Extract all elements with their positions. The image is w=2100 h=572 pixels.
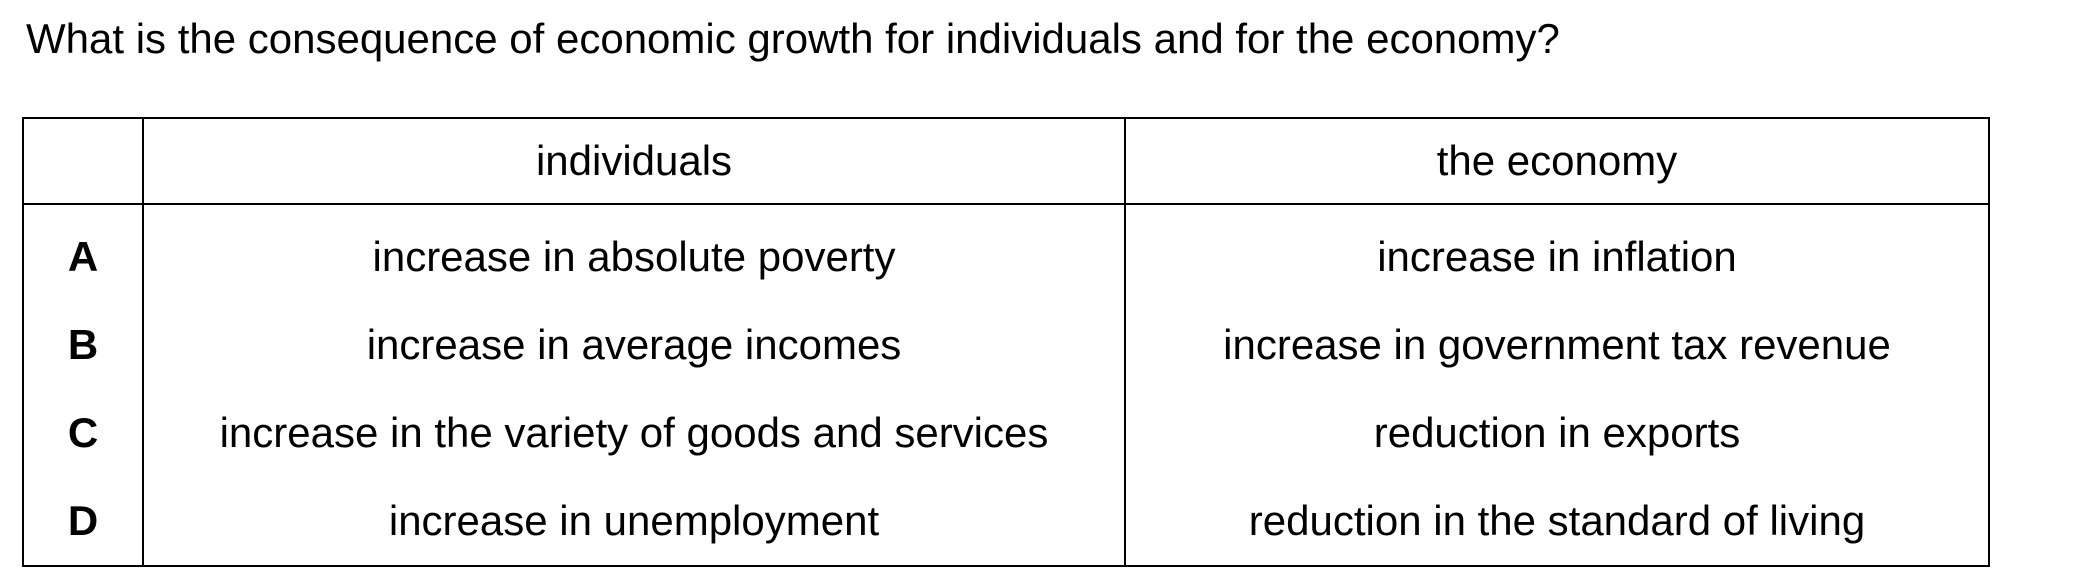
table-header-row: individuals the economy [22, 117, 1990, 205]
individuals-cell: increase in unemployment [142, 477, 1126, 567]
table-row: C increase in the variety of goods and s… [22, 389, 1990, 477]
option-letter: D [22, 477, 144, 567]
answer-options-table: individuals the economy A increase in ab… [22, 117, 1990, 567]
economy-cell: reduction in the standard of living [1124, 477, 1990, 567]
question-text: What is the consequence of economic grow… [26, 15, 1560, 62]
economy-cell: increase in government tax revenue [1124, 301, 1990, 389]
header-cell-letter [22, 117, 144, 205]
table-row: D increase in unemployment reduction in … [22, 477, 1990, 567]
option-letter: C [22, 389, 144, 477]
table-row: B increase in average incomes increase i… [22, 301, 1990, 389]
table-row: A increase in absolute poverty increase … [22, 204, 1990, 301]
header-cell-economy: the economy [1124, 117, 1990, 205]
economy-cell: increase in inflation [1124, 204, 1990, 301]
economy-cell: reduction in exports [1124, 389, 1990, 477]
header-cell-individuals: individuals [142, 117, 1126, 205]
individuals-cell: increase in average incomes [142, 301, 1126, 389]
option-letter: A [22, 204, 144, 301]
individuals-cell: increase in absolute poverty [142, 204, 1126, 301]
option-letter: B [22, 301, 144, 389]
individuals-cell: increase in the variety of goods and ser… [142, 389, 1126, 477]
